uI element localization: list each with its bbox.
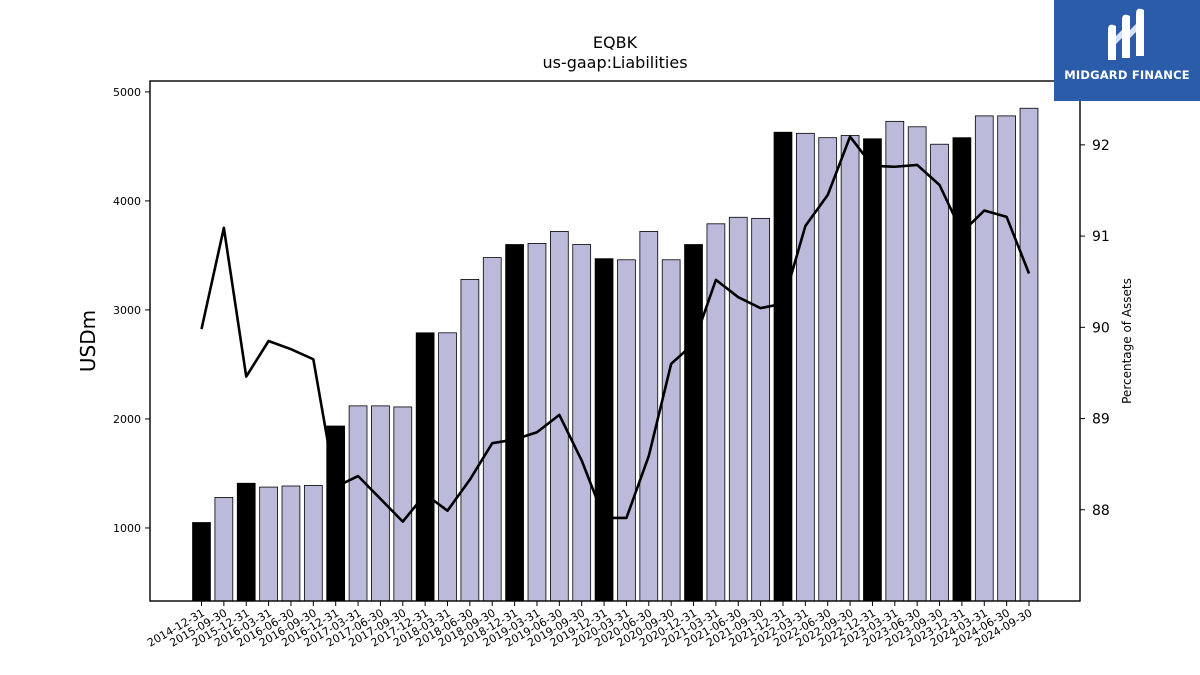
bar-2021-06-30 bbox=[728, 216, 748, 602]
bar-2019-12-31 bbox=[594, 258, 614, 602]
bar-2022-03-31 bbox=[796, 132, 815, 602]
bar-2024-09-30 bbox=[1019, 107, 1039, 602]
bar-2023-12-31 bbox=[952, 137, 972, 602]
bar-2024-03-31 bbox=[974, 115, 994, 602]
bar-2021-12-31 bbox=[773, 131, 793, 602]
bar-2022-09-30 bbox=[840, 135, 860, 602]
y-axis-label: USDm bbox=[76, 310, 100, 372]
bar-2016-03-31 bbox=[259, 486, 278, 602]
y2-tick-label: 88 bbox=[1092, 503, 1110, 519]
bar-2022-12-31 bbox=[863, 138, 882, 602]
bar-2019-03-31 bbox=[527, 243, 547, 602]
bar-2016-09-30 bbox=[303, 485, 323, 602]
chart-title: EQBK bbox=[593, 33, 638, 52]
bar-2024-06-30 bbox=[997, 115, 1016, 602]
bar-2017-09-30 bbox=[393, 406, 413, 602]
bar-2018-06-30 bbox=[460, 279, 480, 602]
bar-2020-12-31 bbox=[684, 244, 703, 602]
bar-2018-09-30 bbox=[482, 257, 502, 602]
plot-frame bbox=[149, 80, 1081, 602]
y-tick-label: 4000 bbox=[113, 195, 141, 208]
y2-tick-label: 91 bbox=[1092, 229, 1110, 245]
bar-2017-12-31 bbox=[415, 332, 435, 602]
bar-2017-03-31 bbox=[348, 405, 368, 602]
y-tick-label: 2000 bbox=[113, 413, 141, 426]
y2-tick-label: 90 bbox=[1092, 320, 1110, 336]
bar-2019-09-30 bbox=[572, 244, 592, 602]
bar-2023-06-30 bbox=[907, 126, 927, 602]
y2-tick-label: 89 bbox=[1092, 412, 1110, 428]
bar-2016-06-30 bbox=[281, 485, 301, 602]
midgard-m-icon bbox=[1108, 8, 1144, 61]
brand-logo: MIDGARD FINANCE bbox=[1054, 0, 1200, 101]
y2-tick-label: 92 bbox=[1092, 138, 1110, 154]
bar-2020-09-30 bbox=[661, 259, 681, 602]
y-tick-label: 1000 bbox=[113, 522, 141, 535]
bar-2020-06-30 bbox=[639, 231, 659, 602]
y2-axis-label: Percentage of Assets bbox=[1120, 278, 1134, 404]
y-tick-label: 5000 bbox=[113, 86, 141, 99]
bar-2018-12-31 bbox=[505, 244, 524, 602]
bar-2015-12-31 bbox=[236, 482, 256, 602]
chart-subtitle: us-gaap:Liabilities bbox=[542, 53, 687, 72]
percentage-line bbox=[200, 135, 1031, 523]
bar-2015-09-30 bbox=[214, 497, 234, 602]
bar-2014-12-31 bbox=[192, 522, 211, 602]
bar-2023-03-31 bbox=[885, 120, 905, 602]
brand-name: MIDGARD FINANCE bbox=[1064, 68, 1190, 82]
bar-2022-06-30 bbox=[818, 137, 838, 602]
bar-2020-03-31 bbox=[617, 259, 636, 602]
bar-2018-03-31 bbox=[438, 332, 457, 602]
bar-2023-09-30 bbox=[930, 143, 949, 602]
bar-2021-09-30 bbox=[751, 217, 770, 602]
y-tick-label: 3000 bbox=[113, 304, 141, 317]
